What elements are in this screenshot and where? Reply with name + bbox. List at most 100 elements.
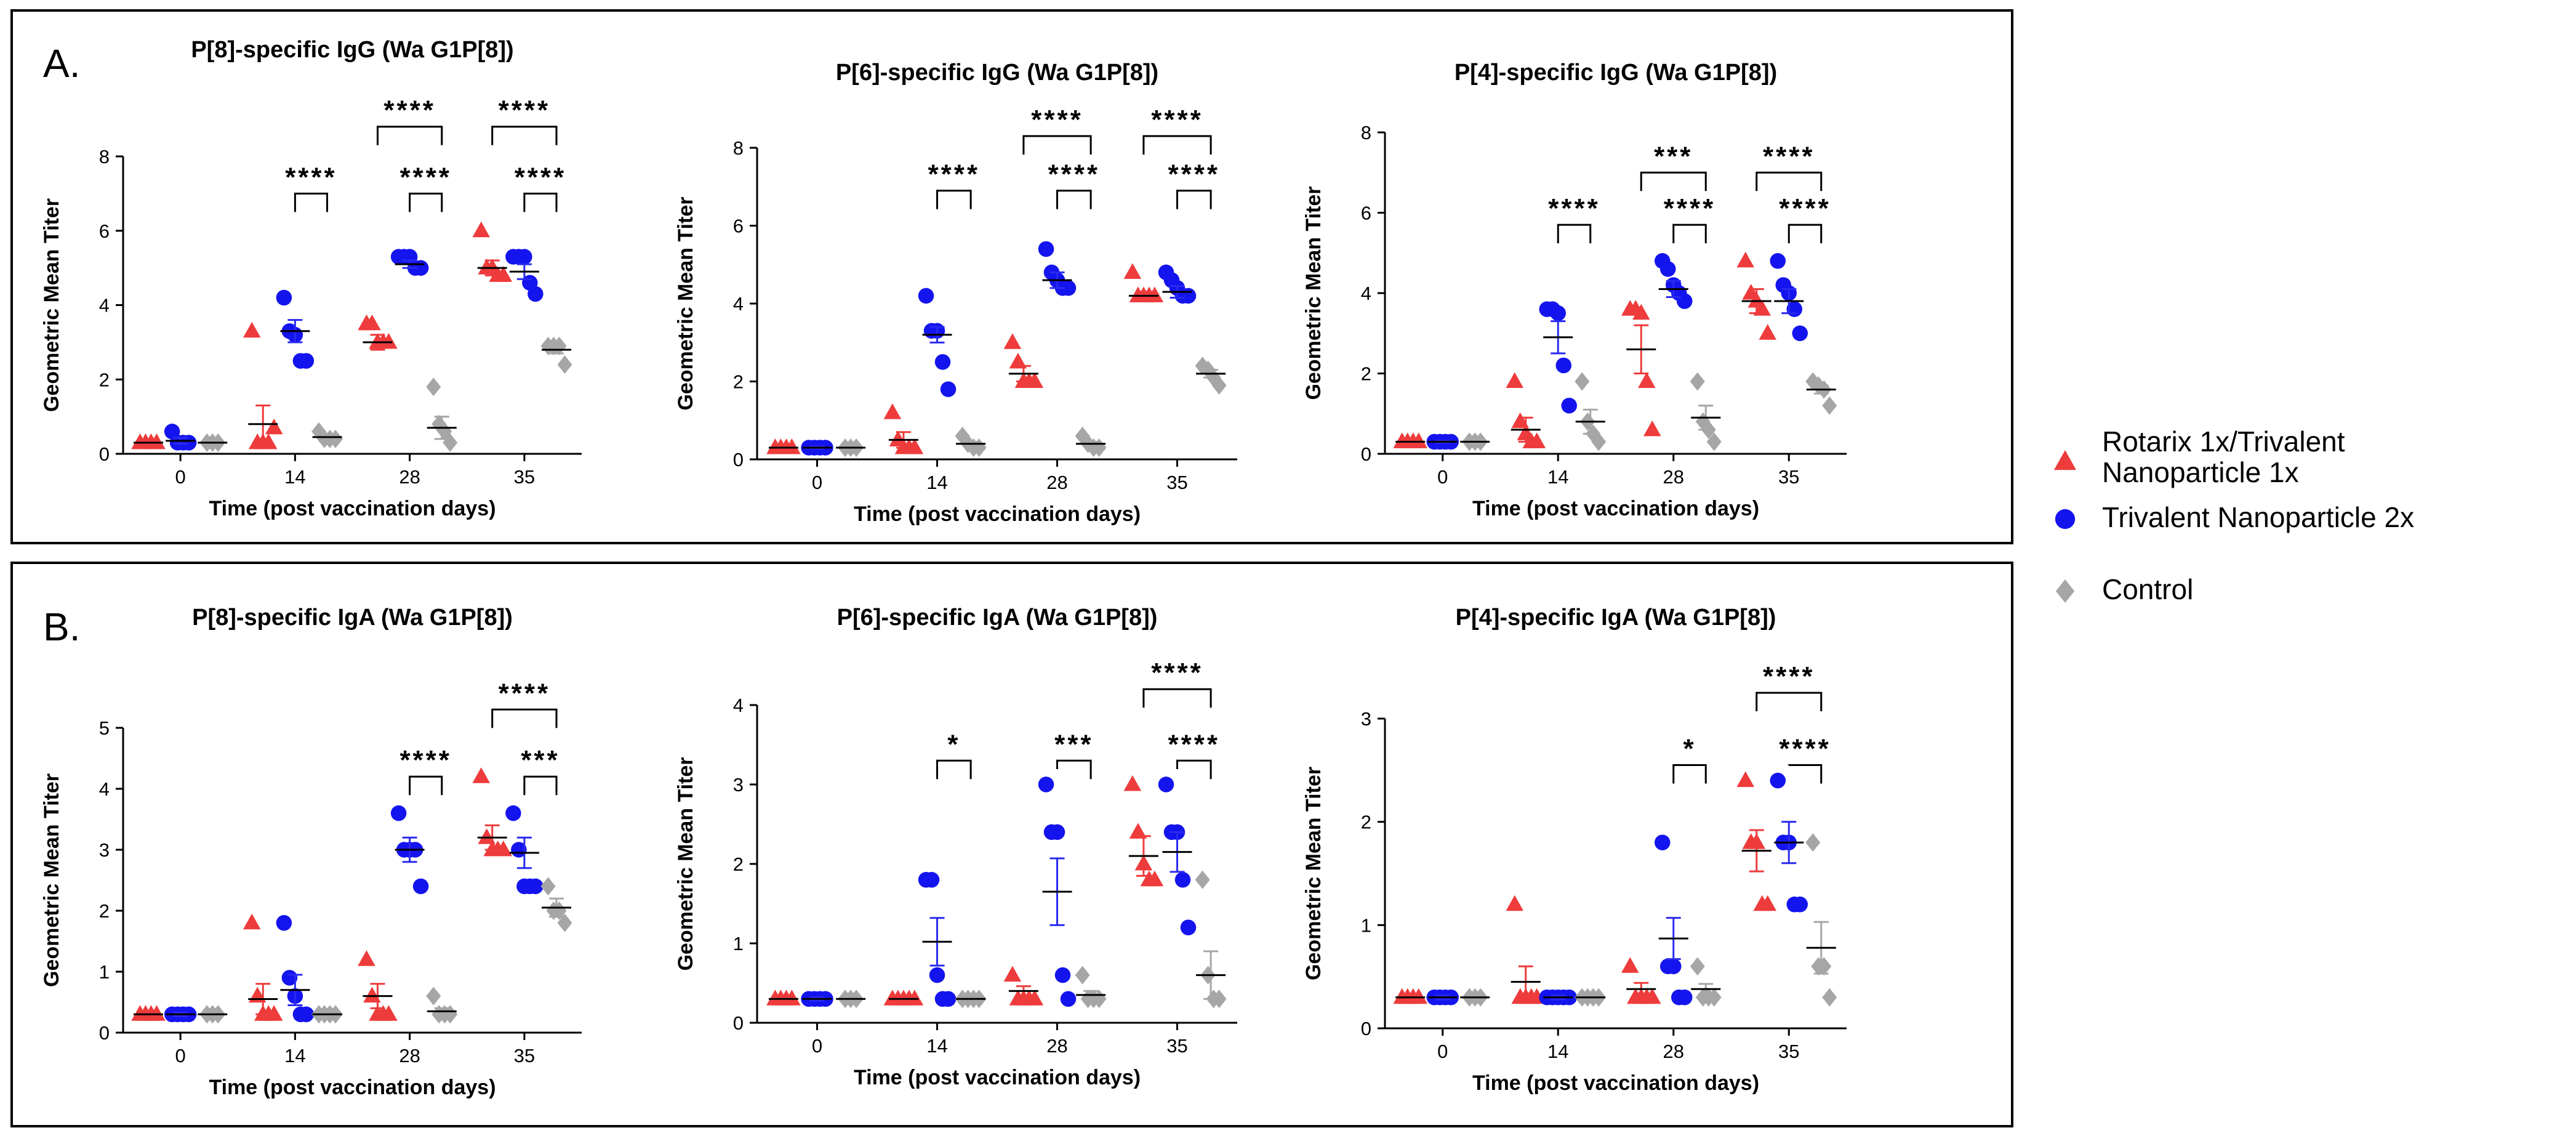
data-point [1660,261,1676,277]
x-axis-label: Time (post vaccination days) [1472,1071,1759,1095]
significance-bracket [1788,224,1823,244]
significance-bracket [523,192,558,212]
significance-label: *** [521,745,560,775]
y-tick-label: 4 [733,293,744,315]
significance-label: **** [928,159,981,190]
significance-bracket [1056,759,1092,780]
x-tick-label: 0 [175,1045,186,1066]
chart-1: P[8]-specific IgG (Wa G1P[8]) Time (post … [40,37,582,520]
data-point [1146,870,1164,887]
x-tick-label: 0 [1437,1041,1448,1062]
significance-bracket [1557,224,1592,244]
chart-4: P[8]-specific IgA (Wa G1P[8]) Time (post … [40,605,582,1099]
chart-title: P[8]-specific IgG (Wa G1P[8]) [191,37,513,63]
x-tick-label: 28 [1046,472,1067,493]
data-point [380,333,398,349]
data-point [1792,897,1808,913]
y-tick-label: 6 [733,216,744,237]
x-axis-label: Time (post vaccination days) [854,502,1141,526]
data-point [783,990,801,1006]
data-point [1759,324,1776,340]
significance-label: **** [499,95,551,126]
data-point [1528,432,1546,448]
panel-label-b: B. [43,605,80,649]
data-point [1550,305,1566,321]
legend-item-3: Control [2055,573,2193,605]
legend-label: Trivalent Nanoparticle 2x [2102,501,2414,533]
chart-title: P[6]-specific IgA (Wa G1P[8]) [837,605,1158,631]
data-point [1025,990,1044,1006]
legend-item-2: Trivalent Nanoparticle 2x [2055,501,2414,533]
data-point [1822,988,1837,1007]
legend-marker-diamond [2055,579,2075,603]
significance-bracket [294,192,329,212]
significance-label: **** [1168,729,1221,759]
x-axis-label: Time (post vaccination days) [1472,497,1759,520]
significance-bracket [523,775,558,796]
data-point [1621,957,1639,973]
data-point [358,950,375,966]
data-point [298,1006,315,1023]
data-point [918,288,934,304]
y-tick-label: 3 [1361,708,1371,730]
y-axis-label: Geometric Mean Titer [1302,767,1325,980]
y-axis-label: Geometric Mean Titer [1302,186,1325,400]
data-point [363,986,381,1003]
legend-label: Rotarix 1x/Trivalent [2102,425,2345,458]
data-point [426,986,441,1006]
y-axis-label: Geometric Mean Titer [674,196,697,410]
significance-label: **** [1664,193,1716,224]
significance-bracket [1755,691,1823,712]
data-point [1792,325,1808,341]
significance-label: **** [1763,661,1815,691]
significance-bracket [491,126,558,145]
y-tick-label: 0 [1361,443,1371,465]
data-point [1146,286,1164,302]
data-point [1506,895,1523,911]
significance-bracket [936,190,972,209]
data-point [494,266,512,282]
significance-bracket [1142,688,1212,708]
data-point [528,878,544,895]
significance-bracket [1142,135,1212,155]
data-point [1677,989,1693,1006]
data-point [1805,833,1821,852]
data-point [276,915,292,931]
significance-bracket [1176,759,1212,780]
data-point [883,403,902,419]
data-point [1195,870,1210,889]
y-tick-label: 8 [99,146,110,167]
data-point [923,872,940,888]
significance-label: **** [383,95,436,126]
y-tick-label: 3 [99,839,110,861]
significance-bracket [1672,224,1707,244]
data-point [1555,357,1571,374]
significance-bracket [1788,764,1823,784]
x-tick-label: 28 [1663,466,1684,488]
significance-label: **** [285,162,337,192]
data-point [557,355,572,374]
data-point [1822,396,1837,415]
y-tick-label: 2 [733,371,744,393]
data-point [494,841,512,857]
data-point [390,805,407,821]
data-point [243,913,261,930]
data-point [516,249,532,265]
data-point [1174,872,1191,888]
y-axis-label: Geometric Mean Titer [40,773,63,987]
data-point [557,913,572,932]
x-tick-label: 28 [1046,1035,1067,1057]
chart-5: P[6]-specific IgA (Wa G1P[8]) Time (post … [674,605,1237,1089]
data-point [505,805,521,821]
significance-label: **** [499,678,551,708]
y-tick-label: 4 [99,295,110,316]
y-tick-label: 1 [733,933,744,954]
significance-bracket [936,759,972,780]
chart-3: P[4]-specific IgG (Wa G1P[8]) Time (post … [1302,60,1847,520]
significance-label: **** [1168,159,1221,190]
chart-6: P[4]-specific IgA (Wa G1P[8]) Time (post … [1302,605,1847,1095]
significance-label: **** [399,745,452,775]
y-tick-label: 0 [99,443,110,465]
y-tick-label: 0 [99,1022,110,1044]
